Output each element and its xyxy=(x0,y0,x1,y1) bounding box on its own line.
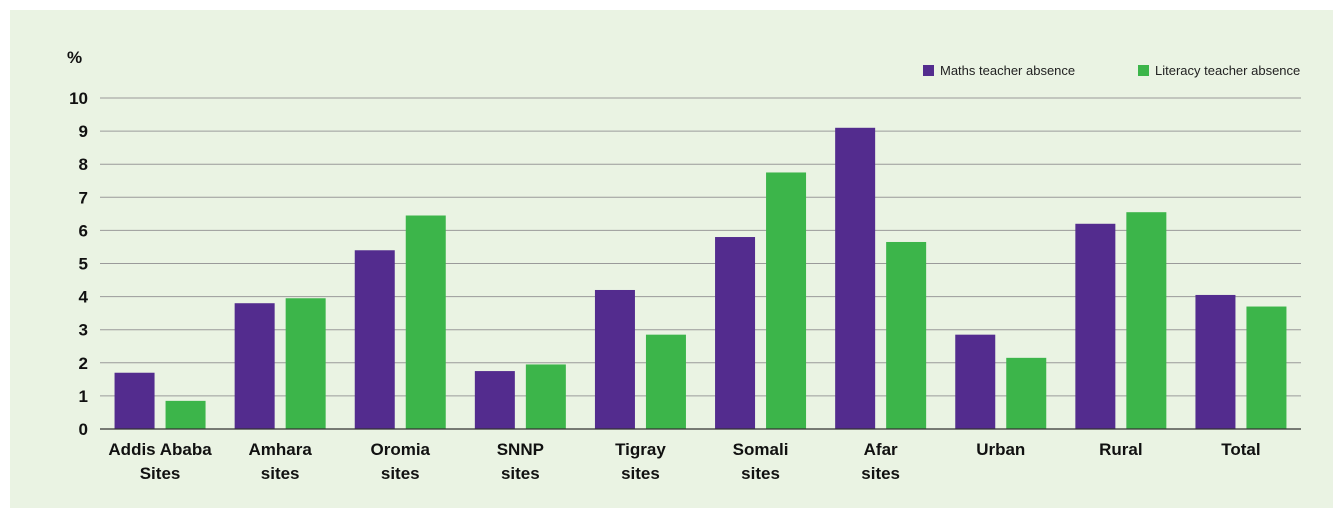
bar xyxy=(766,172,807,429)
bar xyxy=(405,215,446,429)
x-tick-label: Rural xyxy=(1099,440,1142,459)
y-tick-label: 0 xyxy=(79,420,88,439)
legend-swatch xyxy=(923,65,934,76)
x-tick-label: Oromia sites xyxy=(370,440,430,483)
bar xyxy=(1195,294,1236,429)
bar xyxy=(1246,306,1287,429)
x-tick-label: Total xyxy=(1221,440,1260,459)
y-tick-label: 7 xyxy=(79,188,88,207)
bar xyxy=(594,289,635,429)
chart-panel: 0 1 2 3 4 5 6 7 8 9 10 Addis Ababa Sites Amhara sites O… xyxy=(10,10,1333,508)
bar xyxy=(715,237,756,429)
y-tick-label: 9 xyxy=(79,122,88,141)
y-tick-label: 1 xyxy=(79,387,88,406)
bar xyxy=(114,372,155,429)
y-tick-label: 8 xyxy=(79,155,88,174)
bar xyxy=(525,364,566,429)
x-tick-label: Addis Ababa Sites xyxy=(108,440,212,483)
y-tick-label: 2 xyxy=(79,354,88,373)
bar xyxy=(1006,357,1047,429)
legend-swatch xyxy=(1138,65,1149,76)
bar xyxy=(645,334,686,429)
y-axis-unit-label: % xyxy=(67,48,82,67)
bar xyxy=(285,298,326,429)
bar xyxy=(474,371,515,429)
gridlines xyxy=(100,97,1301,397)
x-tick-label: SNNP sites xyxy=(497,440,544,483)
y-tick-label: 6 xyxy=(79,221,88,240)
x-tick-label: Tigray sites xyxy=(615,440,666,483)
x-tick-label: Amhara sites xyxy=(248,440,312,483)
bar xyxy=(1126,212,1167,429)
axes: 0 1 2 3 4 5 6 7 8 9 10 Addis Ababa Sites Amhara sites O… xyxy=(69,89,1301,483)
y-tick-label: 10 xyxy=(69,89,88,108)
legend: Maths teacher absence Literacy teacher ab… xyxy=(923,63,1300,78)
x-tick-label: Somali sites xyxy=(733,440,789,483)
y-tick-label: 4 xyxy=(79,288,89,307)
bar xyxy=(955,334,996,429)
x-tick-label: Urban xyxy=(976,440,1025,459)
y-tick-label: 5 xyxy=(79,255,88,274)
legend-label: Maths teacher absence xyxy=(940,63,1075,78)
bar xyxy=(1075,223,1116,429)
x-tick-label: Afar sites xyxy=(861,440,900,483)
bar xyxy=(234,303,275,429)
legend-label: Literacy teacher absence xyxy=(1155,63,1300,78)
bar xyxy=(835,127,876,429)
bar-chart: 0 1 2 3 4 5 6 7 8 9 10 Addis Ababa Sites Amhara sites O… xyxy=(67,48,1301,483)
bar xyxy=(165,400,206,429)
bars xyxy=(114,127,1287,429)
bar xyxy=(886,241,927,429)
bar xyxy=(354,250,395,429)
y-tick-label: 3 xyxy=(79,321,88,340)
